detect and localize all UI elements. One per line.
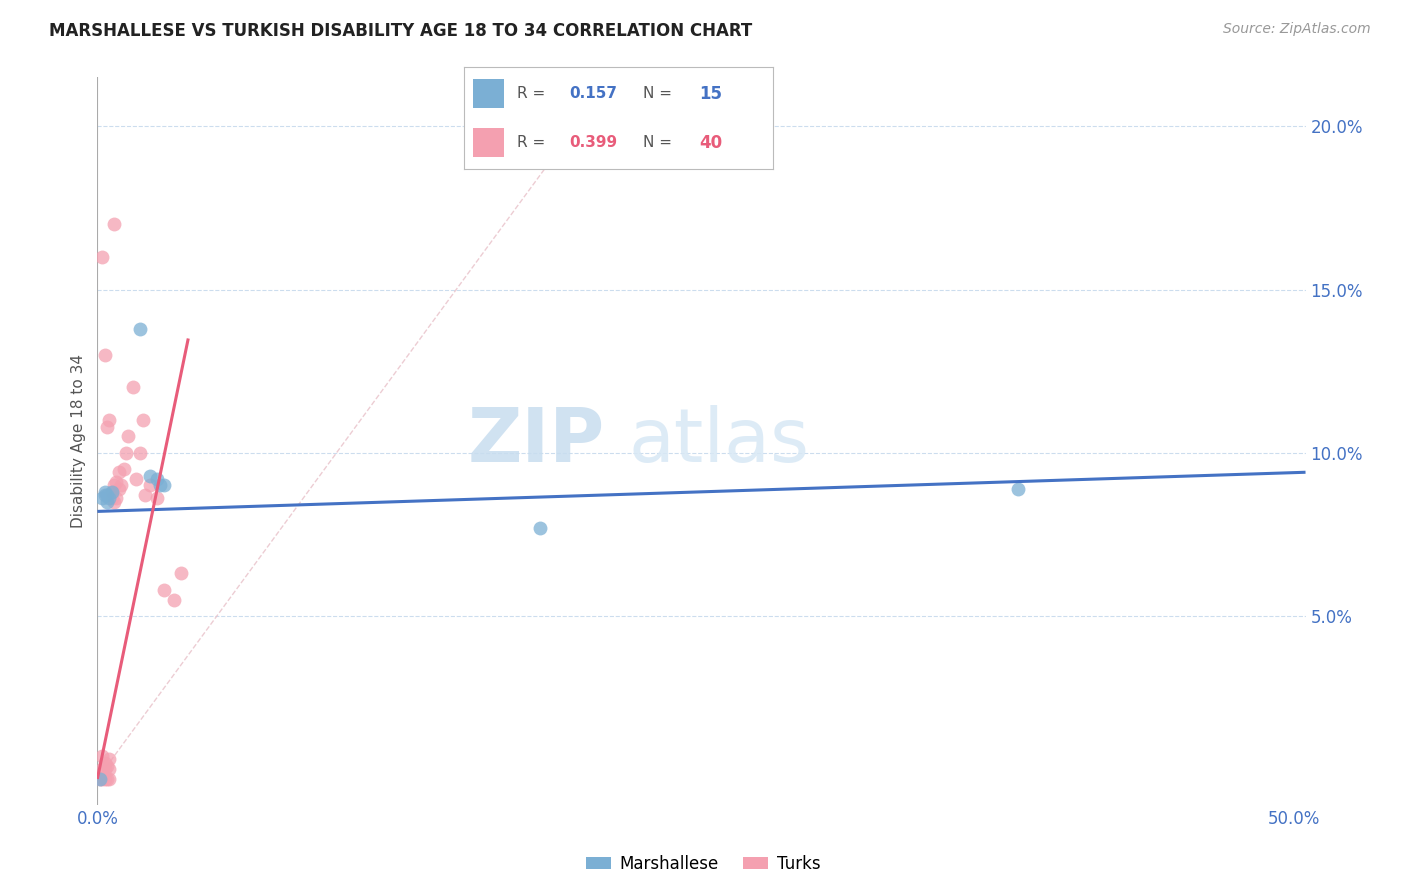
Text: Source: ZipAtlas.com: Source: ZipAtlas.com — [1223, 22, 1371, 37]
Point — [122, 380, 145, 394]
Point — [98, 413, 121, 427]
Point — [91, 749, 114, 764]
Point — [96, 419, 118, 434]
Point — [96, 759, 118, 773]
Point — [93, 488, 115, 502]
Point — [98, 762, 121, 776]
Point — [103, 217, 125, 231]
Point — [96, 494, 118, 508]
Point — [153, 478, 176, 492]
Text: R =: R = — [516, 86, 550, 101]
Point — [129, 445, 152, 459]
Text: 0.157: 0.157 — [569, 86, 617, 101]
Point — [108, 465, 131, 479]
Point — [132, 413, 155, 427]
Point — [129, 321, 152, 335]
Point — [100, 484, 122, 499]
Text: N =: N = — [644, 86, 678, 101]
Text: ZIP: ZIP — [468, 405, 605, 478]
Point — [100, 491, 122, 506]
Point — [91, 491, 114, 506]
Point — [139, 478, 162, 492]
Point — [115, 445, 138, 459]
Point — [163, 592, 186, 607]
Point — [117, 429, 139, 443]
Point — [139, 468, 162, 483]
Point — [98, 491, 121, 506]
Point — [93, 484, 115, 499]
Point — [93, 762, 115, 776]
Point — [103, 478, 125, 492]
Y-axis label: Disability Age 18 to 34: Disability Age 18 to 34 — [72, 354, 86, 528]
Point — [146, 491, 169, 506]
Legend: Marshallese, Turks: Marshallese, Turks — [579, 848, 827, 880]
Text: MARSHALLESE VS TURKISH DISABILITY AGE 18 TO 34 CORRELATION CHART: MARSHALLESE VS TURKISH DISABILITY AGE 18… — [49, 22, 752, 40]
Bar — [474, 79, 505, 108]
Text: R =: R = — [516, 136, 550, 151]
Point — [96, 772, 118, 786]
Text: 0.399: 0.399 — [569, 136, 617, 151]
Point — [134, 488, 156, 502]
Point — [91, 762, 114, 776]
Point — [91, 250, 114, 264]
Point — [105, 475, 128, 489]
Point — [153, 582, 176, 597]
Point — [112, 462, 135, 476]
Point — [108, 482, 131, 496]
Point — [91, 772, 114, 786]
Point — [93, 756, 115, 770]
Point — [93, 348, 115, 362]
Point — [89, 772, 111, 786]
Point — [148, 478, 170, 492]
Point — [146, 472, 169, 486]
Point — [103, 494, 125, 508]
Bar — [474, 128, 505, 157]
Point — [110, 478, 132, 492]
Point — [89, 772, 111, 786]
Point — [1007, 482, 1029, 496]
Point — [124, 472, 146, 486]
Point — [96, 488, 118, 502]
Text: 40: 40 — [699, 134, 723, 152]
Point — [93, 772, 115, 786]
Text: 15: 15 — [699, 85, 723, 103]
Point — [100, 484, 122, 499]
Point — [98, 772, 121, 786]
Point — [589, 87, 612, 101]
Point — [98, 752, 121, 766]
Text: atlas: atlas — [628, 405, 810, 478]
Point — [105, 491, 128, 506]
Point — [529, 521, 551, 535]
Point — [170, 566, 193, 581]
Text: N =: N = — [644, 136, 678, 151]
